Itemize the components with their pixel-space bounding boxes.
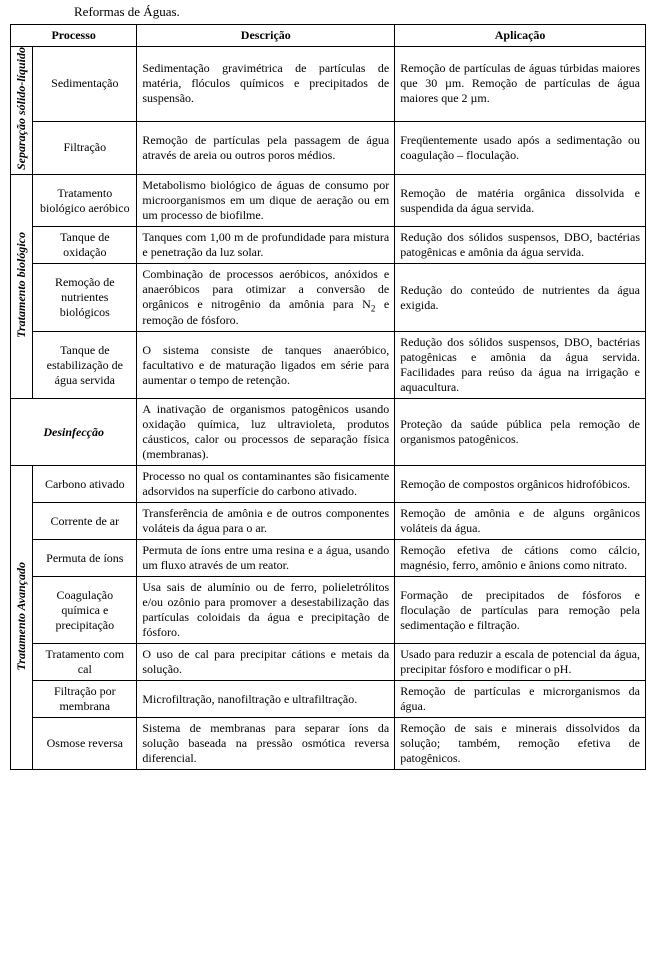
proc-aerobico: Tratamento biológico aeróbico xyxy=(33,175,137,227)
table-caption: Reformas de Águas. xyxy=(10,0,646,24)
proc-membrana: Filtração por membrana xyxy=(33,681,137,718)
appl-sedimentacao: Remoção de partículas de águas túrbidas … xyxy=(395,47,646,122)
desc-filtracao: Remoção de partículas pela passagem de á… xyxy=(137,121,395,174)
group-label-avancado: Tratamento Avançado xyxy=(11,466,33,770)
table-row: Desinfecção A inativação de organismos p… xyxy=(11,399,646,466)
table-row: Tratamento com cal O uso de cal para pre… xyxy=(11,644,646,681)
proc-coagulacao: Coagulação química e precipitação xyxy=(33,577,137,644)
appl-cal: Usado para reduzir a escala de potencial… xyxy=(395,644,646,681)
table-row: Tanque de oxidação Tanques com 1,00 m de… xyxy=(11,227,646,264)
desc-membrana: Microfiltração, nanofiltração e ultrafil… xyxy=(137,681,395,718)
appl-osmose: Remoção de sais e minerais dissolvidos d… xyxy=(395,718,646,770)
proc-nutrientes: Remoção de nutrientes biológicos xyxy=(33,264,137,332)
desc-osmose: Sistema de membranas para separar íons d… xyxy=(137,718,395,770)
desc-carbono: Processo no qual os contaminantes são fi… xyxy=(137,466,395,503)
header-processo: Processo xyxy=(11,25,137,47)
table-row: Permuta de íons Permuta de íons entre um… xyxy=(11,540,646,577)
desc-corrente: Transferência de amônia e de outros comp… xyxy=(137,503,395,540)
appl-aerobico: Remoção de matéria orgânica dissolvida e… xyxy=(395,175,646,227)
proc-carbono: Carbono ativado xyxy=(33,466,137,503)
table-row: Tratamento Avançado Carbono ativado Proc… xyxy=(11,466,646,503)
appl-nutrientes: Redução do conteúdo de nutrientes da águ… xyxy=(395,264,646,332)
appl-permuta: Remoção efetiva de cátions como cálcio, … xyxy=(395,540,646,577)
table-row: Corrente de ar Transferência de amônia e… xyxy=(11,503,646,540)
table-row: Filtração por membrana Microfiltração, n… xyxy=(11,681,646,718)
table-row: Tratamento biológico Tratamento biológic… xyxy=(11,175,646,227)
appl-oxidacao: Redução dos sólidos suspensos, DBO, bact… xyxy=(395,227,646,264)
appl-estabilizacao: Redução dos sólidos suspensos, DBO, bact… xyxy=(395,332,646,399)
group-label-desinfeccao: Desinfecção xyxy=(11,399,137,466)
group-label-separacao: Separação sólido-líquido xyxy=(11,47,33,175)
table-row: Tanque de estabilização de água servida … xyxy=(11,332,646,399)
desc-sedimentacao: Sedimentação gravimétrica de partículas … xyxy=(137,47,395,122)
appl-corrente: Remoção de amônia e de alguns orgânicos … xyxy=(395,503,646,540)
table-row: Remoção de nutrientes biológicos Combina… xyxy=(11,264,646,332)
header-aplicacao: Aplicação xyxy=(395,25,646,47)
proc-osmose: Osmose reversa xyxy=(33,718,137,770)
desc-aerobico: Metabolismo biológico de águas de consum… xyxy=(137,175,395,227)
appl-membrana: Remoção de partículas e microrganismos d… xyxy=(395,681,646,718)
desc-permuta: Permuta de íons entre uma resina e a águ… xyxy=(137,540,395,577)
group-label-biologico: Tratamento biológico xyxy=(11,175,33,399)
table-row: Osmose reversa Sistema de membranas para… xyxy=(11,718,646,770)
proc-permuta: Permuta de íons xyxy=(33,540,137,577)
proc-estabilizacao: Tanque de estabilização de água servida xyxy=(33,332,137,399)
appl-desinfeccao: Proteção da saúde pública pela remoção d… xyxy=(395,399,646,466)
proc-oxidacao: Tanque de oxidação xyxy=(33,227,137,264)
table-row: Filtração Remoção de partículas pela pas… xyxy=(11,121,646,174)
desc-coagulacao: Usa sais de alumínio ou de ferro, poliel… xyxy=(137,577,395,644)
table-row: Coagulação química e precipitação Usa sa… xyxy=(11,577,646,644)
header-descricao: Descrição xyxy=(137,25,395,47)
desc-estabilizacao: O sistema consiste de tanques anaeróbico… xyxy=(137,332,395,399)
appl-coagulacao: Formação de precipitados de fósforos e f… xyxy=(395,577,646,644)
proc-sedimentacao: Sedimentação xyxy=(33,47,137,122)
desc-oxidacao: Tanques com 1,00 m de profundidade para … xyxy=(137,227,395,264)
desc-cal: O uso de cal para precipitar cátions e m… xyxy=(137,644,395,681)
table-row: Separação sólido-líquido Sedimentação Se… xyxy=(11,47,646,122)
proc-filtracao: Filtração xyxy=(33,121,137,174)
appl-carbono: Remoção de compostos orgânicos hidrofóbi… xyxy=(395,466,646,503)
water-treatment-table: Processo Descrição Aplicação Separação s… xyxy=(10,24,646,770)
desc-nutrientes: Combinação de processos aeróbicos, anóxi… xyxy=(137,264,395,332)
proc-corrente: Corrente de ar xyxy=(33,503,137,540)
proc-cal: Tratamento com cal xyxy=(33,644,137,681)
appl-filtracao: Freqüentemente usado após a sedimentação… xyxy=(395,121,646,174)
desc-desinfeccao: A inativação de organismos patogênicos u… xyxy=(137,399,395,466)
